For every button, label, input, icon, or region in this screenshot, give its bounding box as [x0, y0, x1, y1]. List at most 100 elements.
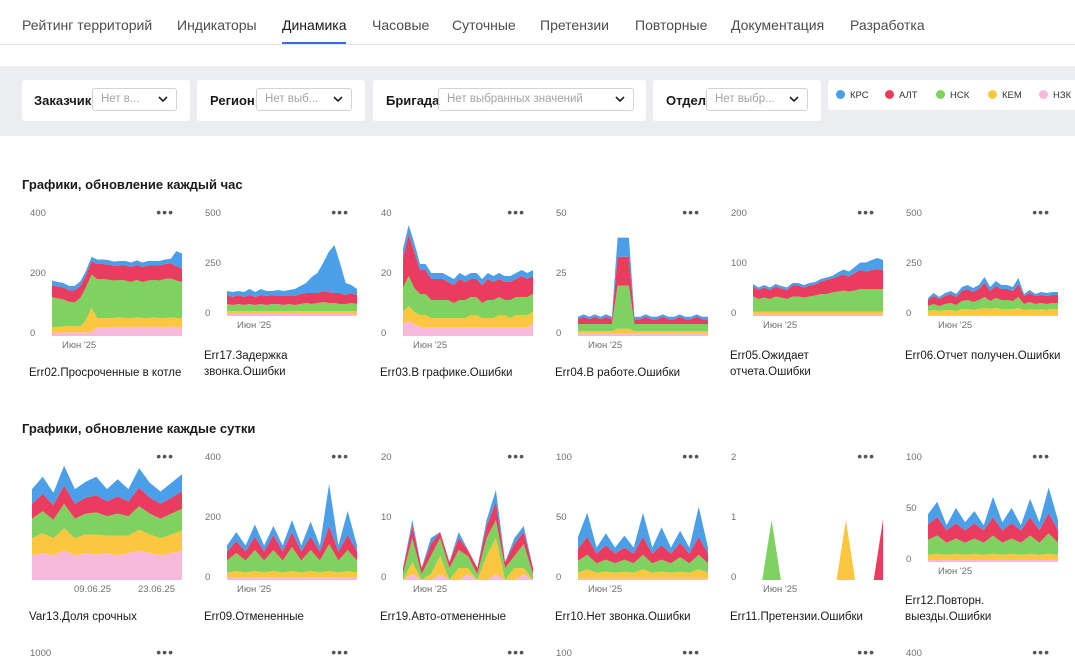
more-options-icon[interactable]: ••• — [682, 448, 700, 464]
x-axis-tick: Июн '25 — [413, 584, 448, 595]
series-area-НСК — [227, 302, 357, 311]
legend-item-krs[interactable]: КРС — [836, 90, 869, 101]
chart-caption: Err03.В графике.Ошибки — [380, 367, 513, 379]
chart-caption: Err05.Ожидает отчета.Ошибки — [730, 350, 811, 378]
series-area-АЛТ — [403, 234, 533, 303]
series-area-НСК — [928, 297, 1058, 311]
chart-card: ••• — [723, 642, 891, 662]
more-options-icon[interactable]: ••• — [156, 448, 174, 464]
chart-plot — [753, 520, 883, 580]
filter-customer-label: Заказчик — [34, 93, 92, 108]
y-axis-tick: 0 — [731, 572, 737, 583]
filter-brigade: Бригада Нет выбранных значений — [373, 80, 646, 121]
y-axis-tick: 500 — [205, 208, 221, 219]
more-options-icon[interactable]: ••• — [156, 644, 174, 660]
more-options-icon[interactable]: ••• — [1032, 448, 1050, 464]
tab-territory-rating[interactable]: Рейтинг территорий — [22, 17, 153, 33]
more-options-icon[interactable]: ••• — [507, 644, 525, 660]
tab-bar: Рейтинг территорий Индикаторы Динамика Ч… — [0, 0, 1075, 45]
y-axis-tick: 200 — [731, 208, 747, 219]
section-title-daily: Графики, обновление каждые сутки — [22, 421, 256, 436]
more-options-icon[interactable]: ••• — [857, 448, 875, 464]
more-options-icon[interactable]: ••• — [682, 644, 700, 660]
x-axis-tick: Июн '25 — [763, 584, 798, 595]
series-area-КЕМ — [403, 306, 533, 327]
chart-plot — [403, 490, 533, 580]
y-axis-tick: 0 — [381, 572, 387, 583]
more-options-icon[interactable]: ••• — [857, 204, 875, 220]
y-axis-tick: 100 — [906, 452, 922, 463]
legend-label: КРС — [850, 90, 869, 101]
series-area-КЕМ — [227, 311, 357, 314]
more-options-icon[interactable]: ••• — [682, 204, 700, 220]
more-options-icon[interactable]: ••• — [331, 204, 349, 220]
series-area-НСК — [52, 274, 182, 327]
tab-daily[interactable]: Суточные — [452, 17, 516, 33]
chart-card: ••• 09.06.25 23.06.25 Var13.Доля срочных — [22, 446, 190, 630]
more-options-icon[interactable]: ••• — [156, 204, 174, 220]
chart-plot — [578, 506, 708, 580]
tab-hourly[interactable]: Часовые — [372, 17, 430, 33]
tab-indicators[interactable]: Индикаторы — [177, 17, 257, 33]
x-axis-tick: 23.06.25 — [138, 584, 175, 595]
chart-card: ••• 40 20 0 Июн '25 Err03.В графике.Ошибки — [373, 202, 541, 386]
y-axis-tick: 0 — [906, 554, 912, 565]
more-options-icon[interactable]: ••• — [331, 644, 349, 660]
legend-item-kem[interactable]: КЕМ — [988, 90, 1022, 101]
more-options-icon[interactable]: ••• — [1032, 204, 1050, 220]
y-axis-tick: 50 — [906, 503, 917, 514]
series-area-НЗК — [52, 326, 182, 336]
series-area-АЛТ — [578, 256, 708, 324]
legend-label: КЕМ — [1002, 90, 1022, 101]
legend-dot — [885, 90, 894, 99]
tab-claims[interactable]: Претензии — [540, 17, 610, 33]
more-options-icon[interactable]: ••• — [1032, 644, 1050, 660]
y-axis-tick: 0 — [906, 308, 912, 319]
brigade-select[interactable]: Нет выбранных значений — [438, 88, 634, 111]
y-axis-tick: 250 — [205, 258, 221, 269]
legend-item-alt[interactable]: АЛТ — [885, 90, 918, 101]
y-axis-tick: 0 — [556, 328, 562, 339]
tab-dynamics[interactable]: Динамика — [282, 17, 347, 44]
chart-card: ••• 50 25 0 Июн '25 Err04.В работе.Ошибки — [548, 202, 716, 386]
more-options-icon[interactable]: ••• — [857, 644, 875, 660]
y-axis-tick: 100 — [731, 258, 747, 269]
chart-plot — [227, 484, 357, 580]
chart-card: ••• 400 200 0 Июн '25 Err09.Отмененные — [197, 446, 365, 630]
series-area-НЗК — [578, 333, 708, 336]
series-area-КРС — [928, 277, 1058, 300]
more-options-icon[interactable]: ••• — [507, 204, 525, 220]
chart-caption: Err17.Задержка звонка.Ошибки — [204, 350, 288, 378]
legend-label: АЛТ — [899, 90, 918, 101]
chart-caption: Err19.Авто-отмененные — [380, 611, 507, 623]
chart-plot — [52, 251, 182, 336]
y-axis-tick: 20 — [381, 268, 392, 279]
customer-placeholder: Нет в... — [101, 93, 140, 105]
y-axis-tick: 50 — [556, 512, 567, 523]
series-area-КРС — [52, 251, 182, 291]
more-options-icon[interactable]: ••• — [507, 448, 525, 464]
department-placeholder: Нет выбр... — [715, 93, 775, 105]
customer-select[interactable]: Нет в... — [92, 88, 177, 111]
chart-card: ••• 100 — [548, 642, 716, 662]
y-axis-tick: 40 — [381, 208, 392, 219]
department-select[interactable]: Нет выбр... — [706, 88, 808, 111]
legend-item-nsk[interactable]: НСК — [936, 90, 969, 101]
series-legend: КРС АЛТ НСК КЕМ НЗК — [828, 80, 1075, 110]
tab-repeated[interactable]: Повторные — [635, 17, 708, 33]
more-options-icon[interactable]: ••• — [331, 448, 349, 464]
tab-documentation[interactable]: Документация — [731, 17, 825, 33]
tab-development[interactable]: Разработка — [850, 17, 925, 33]
series-area-КЕМ — [928, 308, 1058, 315]
y-axis-tick: 1 — [731, 512, 737, 523]
legend-item-nzk[interactable]: НЗК — [1039, 90, 1071, 101]
series-area-НСК — [227, 544, 357, 573]
series-area-КЕМ — [753, 520, 883, 580]
series-area-АЛТ — [578, 536, 708, 564]
region-select[interactable]: Нет выб... — [256, 88, 352, 111]
chart-caption: Err11.Претензии.Ошибки — [730, 611, 863, 623]
chart-card: ••• — [373, 642, 541, 662]
chart-plot — [227, 245, 357, 316]
filter-region-label: Регион — [210, 93, 255, 108]
legend-dot — [988, 90, 997, 99]
